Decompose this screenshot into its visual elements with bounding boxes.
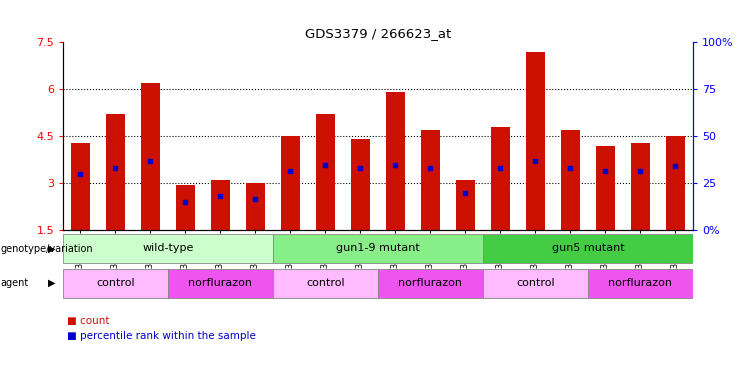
Text: control: control: [306, 278, 345, 288]
Bar: [665, 136, 685, 230]
Text: control: control: [96, 278, 135, 288]
Text: norflurazon: norflurazon: [188, 278, 253, 288]
Bar: [211, 180, 230, 230]
Bar: [168, 268, 273, 298]
Title: GDS3379 / 266623_at: GDS3379 / 266623_at: [305, 26, 451, 40]
Bar: [483, 234, 693, 263]
Bar: [316, 114, 335, 230]
Bar: [176, 185, 195, 230]
Text: norflurazon: norflurazon: [399, 278, 462, 288]
Text: gun1-9 mutant: gun1-9 mutant: [336, 243, 420, 253]
Bar: [483, 268, 588, 298]
Bar: [631, 142, 650, 230]
Text: ▶: ▶: [48, 278, 56, 288]
Text: norflurazon: norflurazon: [608, 278, 672, 288]
Text: gun5 mutant: gun5 mutant: [551, 243, 624, 253]
Bar: [588, 268, 693, 298]
Bar: [63, 234, 273, 263]
Bar: [106, 114, 125, 230]
Bar: [246, 184, 265, 230]
Text: wild-type: wild-type: [142, 243, 193, 253]
Bar: [273, 268, 378, 298]
Bar: [350, 139, 370, 230]
Bar: [456, 180, 475, 230]
Text: agent: agent: [1, 278, 29, 288]
Bar: [596, 146, 615, 230]
Bar: [561, 130, 580, 230]
Bar: [421, 130, 440, 230]
Text: ■ count: ■ count: [67, 316, 109, 326]
Bar: [141, 83, 160, 230]
Bar: [273, 234, 483, 263]
Text: ■ percentile rank within the sample: ■ percentile rank within the sample: [67, 331, 256, 341]
Bar: [281, 136, 300, 230]
Bar: [491, 127, 510, 230]
Text: ▶: ▶: [48, 243, 56, 254]
Text: control: control: [516, 278, 555, 288]
Bar: [386, 93, 405, 230]
Bar: [526, 52, 545, 230]
Text: genotype/variation: genotype/variation: [1, 243, 93, 254]
Bar: [71, 142, 90, 230]
Bar: [378, 268, 483, 298]
Bar: [63, 268, 168, 298]
